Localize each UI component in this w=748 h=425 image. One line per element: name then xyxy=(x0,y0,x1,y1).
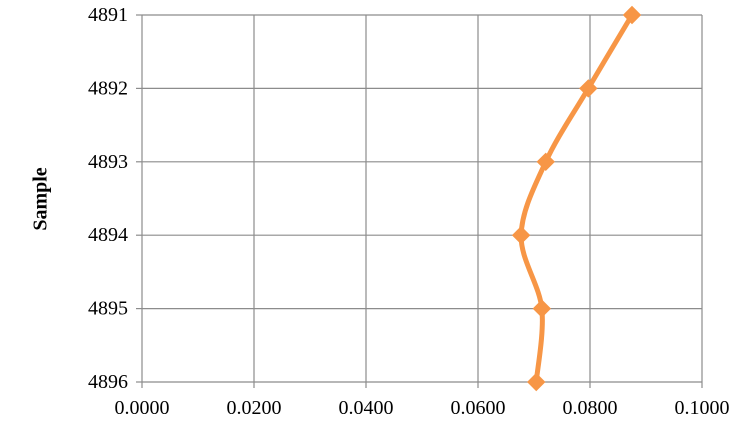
data-point xyxy=(527,372,546,392)
series-group xyxy=(511,5,642,392)
data-point xyxy=(622,5,642,25)
data-point xyxy=(532,299,552,318)
data-point xyxy=(579,79,598,98)
y-tick-label: 4896 xyxy=(88,371,128,393)
y-tick-label: 4891 xyxy=(88,4,128,26)
x-tick-label: 0.0000 xyxy=(115,397,170,419)
x-tick-label: 0.0800 xyxy=(563,397,618,419)
data-point xyxy=(536,152,555,172)
y-tick-label: 4894 xyxy=(88,224,128,246)
x-tick-label: 0.1000 xyxy=(675,397,730,419)
y-axis-title: Sample xyxy=(30,167,52,230)
x-tick-label: 0.0400 xyxy=(339,397,394,419)
y-tick-labels: 4891 4892 4893 4894 4895 4896 xyxy=(88,4,128,393)
series-line xyxy=(518,12,635,385)
x-tick-label: 0.0200 xyxy=(227,397,282,419)
y-tick-label: 4893 xyxy=(88,151,128,173)
x-tick-label: 0.0600 xyxy=(451,397,506,419)
y-tick-label: 4895 xyxy=(88,298,128,320)
x-tick-labels: 0.0000 0.0200 0.0400 0.0600 0.0800 0.1000 xyxy=(115,397,730,419)
gridlines xyxy=(136,14,703,388)
y-tick-label: 4892 xyxy=(88,77,128,99)
data-point xyxy=(511,225,531,245)
